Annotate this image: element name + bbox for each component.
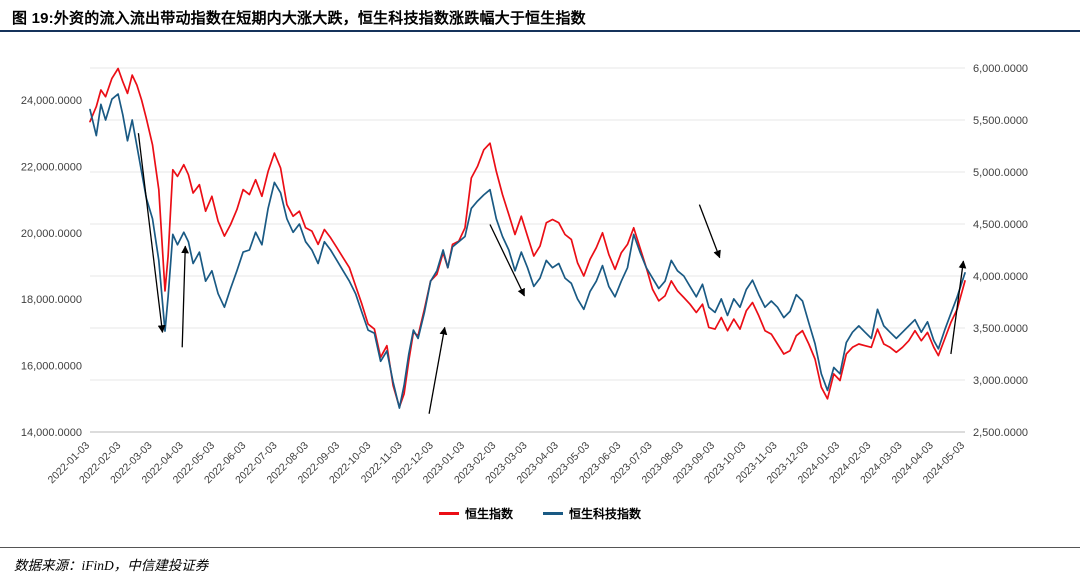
trend-arrow	[698, 204, 721, 259]
left-axis-tick: 16,000.0000	[21, 361, 82, 373]
right-axis: 6,000.0000 5,500.0000 5,000.0000 4,500.0000…	[973, 63, 1028, 439]
right-axis-tick: 2,500.0000	[973, 427, 1028, 439]
legend-item-hsi: 恒生指数	[438, 505, 513, 522]
trend-arrow	[137, 133, 166, 334]
legend-swatch-hstech	[543, 512, 563, 515]
figure-title: 图 19:外资的流入流出带动指数在短期内大涨大跌，恒生科技指数涨跌幅大于恒生指数	[12, 10, 586, 27]
figure-header: 图 19:外资的流入流出带动指数在短期内大涨大跌，恒生科技指数涨跌幅大于恒生指数	[0, 0, 1080, 32]
legend-swatch-hsi	[438, 512, 459, 515]
chart-legend: 恒生指数 恒生科技指数	[0, 505, 1080, 522]
right-axis-tick: 3,000.0000	[973, 375, 1028, 387]
figure-footer: 数据来源：iFinD，中信建投证券	[0, 547, 1080, 577]
legend-item-hstech: 恒生科技指数	[543, 505, 641, 522]
left-axis: 24,000.0000 22,000.0000 20,000.0000 18,000.…	[21, 95, 82, 439]
data-source: 数据来源：iFinD，中信建投证券	[14, 558, 209, 573]
legend-label-hsi: 恒生指数	[464, 507, 513, 521]
right-axis-tick: 3,500.0000	[973, 323, 1028, 335]
left-axis-tick: 18,000.0000	[21, 294, 82, 306]
left-axis-tick: 20,000.0000	[21, 228, 82, 240]
trend-arrow	[181, 245, 189, 348]
right-axis-tick: 6,000.0000	[973, 63, 1028, 75]
x-axis: 2022-01-032022-02-032022-03-032022-04-03…	[46, 440, 968, 487]
left-axis-tick: 24,000.0000	[21, 95, 82, 107]
hsi-line	[89, 67, 966, 408]
trend-arrow	[489, 224, 525, 297]
hstech-line	[89, 93, 966, 409]
right-axis-tick: 4,000.0000	[973, 271, 1028, 283]
left-axis-tick: 14,000.0000	[21, 427, 82, 439]
legend-label-hstech: 恒生科技指数	[569, 507, 642, 521]
line-chart: 24,000.0000 22,000.0000 20,000.0000 18,000.…	[21, 63, 1028, 487]
right-axis-tick: 5,000.0000	[973, 167, 1028, 179]
trend-arrow	[950, 260, 967, 355]
left-axis-tick: 22,000.0000	[21, 161, 82, 173]
chart-area: 24,000.0000 22,000.0000 20,000.0000 18,000.…	[0, 32, 1080, 537]
right-axis-tick: 4,500.0000	[973, 219, 1028, 231]
trend-arrows	[137, 133, 967, 414]
right-axis-tick: 5,500.0000	[973, 115, 1028, 127]
trend-arrow	[428, 326, 448, 414]
